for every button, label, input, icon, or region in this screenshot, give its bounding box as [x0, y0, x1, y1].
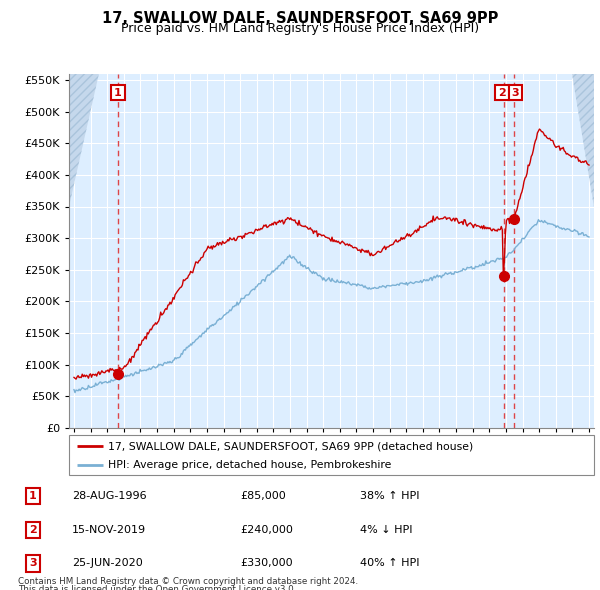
Text: 28-AUG-1996: 28-AUG-1996: [72, 491, 146, 501]
Text: HPI: Average price, detached house, Pembrokeshire: HPI: Average price, detached house, Pemb…: [109, 460, 392, 470]
Text: 1: 1: [114, 88, 122, 98]
Text: This data is licensed under the Open Government Licence v3.0.: This data is licensed under the Open Gov…: [18, 585, 296, 590]
Text: 17, SWALLOW DALE, SAUNDERSFOOT, SA69 9PP (detached house): 17, SWALLOW DALE, SAUNDERSFOOT, SA69 9PP…: [109, 441, 473, 451]
Text: £85,000: £85,000: [240, 491, 286, 501]
Text: 4% ↓ HPI: 4% ↓ HPI: [360, 525, 413, 535]
FancyBboxPatch shape: [69, 435, 594, 475]
Text: 38% ↑ HPI: 38% ↑ HPI: [360, 491, 419, 501]
Text: 40% ↑ HPI: 40% ↑ HPI: [360, 559, 419, 568]
Text: 3: 3: [29, 559, 37, 568]
Text: 25-JUN-2020: 25-JUN-2020: [72, 559, 143, 568]
Text: 1: 1: [29, 491, 37, 501]
Text: £330,000: £330,000: [240, 559, 293, 568]
Text: 15-NOV-2019: 15-NOV-2019: [72, 525, 146, 535]
Polygon shape: [69, 74, 99, 206]
Text: 17, SWALLOW DALE, SAUNDERSFOOT, SA69 9PP: 17, SWALLOW DALE, SAUNDERSFOOT, SA69 9PP: [102, 11, 498, 25]
Text: Price paid vs. HM Land Registry's House Price Index (HPI): Price paid vs. HM Land Registry's House …: [121, 22, 479, 35]
Text: 3: 3: [512, 88, 520, 98]
Text: £240,000: £240,000: [240, 525, 293, 535]
Text: Contains HM Land Registry data © Crown copyright and database right 2024.: Contains HM Land Registry data © Crown c…: [18, 577, 358, 586]
Text: 2: 2: [498, 88, 506, 98]
Text: 2: 2: [29, 525, 37, 535]
Polygon shape: [572, 74, 594, 206]
